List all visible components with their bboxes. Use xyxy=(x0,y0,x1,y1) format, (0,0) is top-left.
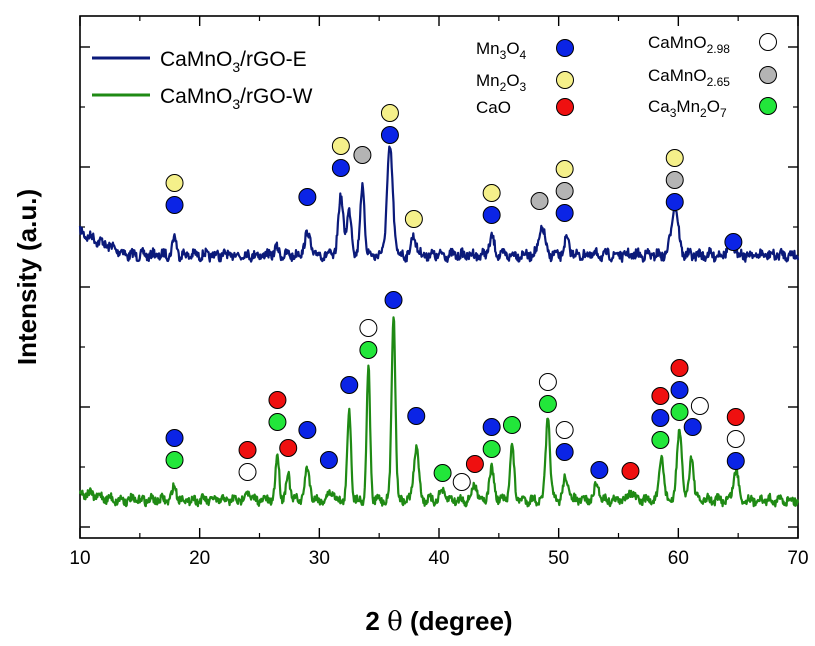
peak-marker-camno265 xyxy=(665,171,684,189)
peak-marker-mn3o4 xyxy=(651,409,670,427)
series-line-2 xyxy=(78,316,800,508)
phase-marker-mn2o3 xyxy=(556,71,574,89)
peak-marker-cao xyxy=(670,359,689,377)
phase-marker-camno298 xyxy=(759,33,777,51)
peak-marker-mn3o4 xyxy=(482,206,501,224)
x-axis-title: 2 θ (degree) xyxy=(365,606,512,637)
phase-marker-cao xyxy=(556,98,574,116)
markers-bottom xyxy=(165,291,745,491)
x-tick-label: 60 xyxy=(668,548,689,569)
phase-legend: Mn3O4 Mn2O3 CaO CaMnO2.98 CaMnO2.65 Ca3Mn2O7 xyxy=(476,33,777,120)
peak-marker-mn3o4 xyxy=(665,193,684,211)
peak-marker-cao xyxy=(279,439,298,457)
series-line-1 xyxy=(78,145,800,263)
peak-marker-ca3mn2o7 xyxy=(651,431,670,449)
phase-marker-camno265 xyxy=(759,66,777,84)
peak-marker-ca3mn2o7 xyxy=(433,464,452,482)
peak-marker-mn2o3 xyxy=(165,174,184,192)
peak-marker-mn3o4 xyxy=(670,381,689,399)
peak-marker-camno265 xyxy=(353,146,372,164)
peak-marker-cao xyxy=(268,391,287,409)
phase-label-mn2o3: Mn2O3 xyxy=(476,71,527,94)
peak-marker-mn2o3 xyxy=(555,160,574,178)
peak-marker-mn3o4 xyxy=(482,418,501,436)
phase-label-camno265: CaMnO2.65 xyxy=(648,66,730,89)
peak-marker-ca3mn2o7 xyxy=(502,416,521,434)
peak-marker-cao xyxy=(238,441,257,459)
peak-marker-mn2o3 xyxy=(404,210,423,228)
peak-marker-mn3o4 xyxy=(298,421,317,439)
x-tick-label: 40 xyxy=(428,548,449,569)
phase-label-mn3o4: Mn3O4 xyxy=(476,39,527,62)
markers-top xyxy=(165,104,743,251)
peak-marker-mn3o4 xyxy=(340,376,359,394)
peak-marker-mn3o4 xyxy=(319,451,338,469)
peak-marker-ca3mn2o7 xyxy=(482,440,501,458)
peak-marker-ca3mn2o7 xyxy=(670,403,689,421)
peak-marker-camno298 xyxy=(538,373,557,391)
peak-marker-cao xyxy=(621,462,640,480)
peak-marker-camno298 xyxy=(690,397,709,415)
peak-marker-camno298 xyxy=(555,421,574,439)
peak-marker-mn2o3 xyxy=(665,149,684,167)
peak-marker-mn3o4 xyxy=(555,204,574,222)
peak-marker-mn3o4 xyxy=(724,233,743,251)
x-tick-label: 50 xyxy=(548,548,569,569)
peak-marker-camno265 xyxy=(555,182,574,200)
y-axis xyxy=(80,46,798,528)
legend-label: CaMnO3/rGO-E xyxy=(160,48,307,75)
peak-marker-mn3o4 xyxy=(165,196,184,214)
peak-marker-mn2o3 xyxy=(482,184,501,202)
peak-marker-mn3o4 xyxy=(683,418,702,436)
peak-marker-mn2o3 xyxy=(380,104,399,122)
x-tick-label: 20 xyxy=(189,548,210,569)
peak-marker-ca3mn2o7 xyxy=(165,451,184,469)
peak-marker-camno298 xyxy=(726,430,745,448)
peak-marker-ca3mn2o7 xyxy=(359,341,378,359)
peak-marker-mn3o4 xyxy=(726,452,745,470)
peak-marker-camno298 xyxy=(452,473,471,491)
peak-marker-mn3o4 xyxy=(384,291,403,309)
y-axis-title: Intensity (a.u.) xyxy=(12,189,42,365)
peak-marker-cao xyxy=(651,387,670,405)
peak-marker-mn2o3 xyxy=(331,137,350,155)
x-tick-label: 70 xyxy=(787,548,808,569)
phase-label-ca3mn2o7: Ca3Mn2O7 xyxy=(648,97,727,120)
legend-label: CaMnO3/rGO-W xyxy=(160,85,313,112)
peak-marker-cao xyxy=(726,408,745,426)
peak-marker-ca3mn2o7 xyxy=(268,413,287,431)
peak-marker-camno265 xyxy=(530,192,549,210)
legend: CaMnO3/rGO-E CaMnO3/rGO-W xyxy=(92,48,313,112)
peak-marker-ca3mn2o7 xyxy=(538,395,557,413)
peak-marker-mn3o4 xyxy=(555,443,574,461)
peak-marker-camno298 xyxy=(359,319,378,337)
peak-marker-mn3o4 xyxy=(165,429,184,447)
peak-marker-mn3o4 xyxy=(331,159,350,177)
phase-marker-mn3o4 xyxy=(556,39,574,57)
peak-marker-camno298 xyxy=(238,463,257,481)
x-axis: 10 20 30 40 50 60 70 xyxy=(69,16,809,569)
phase-label-cao: CaO xyxy=(476,98,511,117)
x-tick-label: 10 xyxy=(69,548,90,569)
peak-marker-mn3o4 xyxy=(380,126,399,144)
x-tick-label: 30 xyxy=(309,548,330,569)
peak-marker-mn3o4 xyxy=(298,188,317,206)
phase-marker-ca3mn2o7 xyxy=(759,97,777,115)
peak-marker-cao xyxy=(465,455,484,473)
peak-marker-mn3o4 xyxy=(407,407,426,425)
peak-marker-mn3o4 xyxy=(590,461,609,479)
phase-label-camno298: CaMnO2.98 xyxy=(648,33,730,56)
